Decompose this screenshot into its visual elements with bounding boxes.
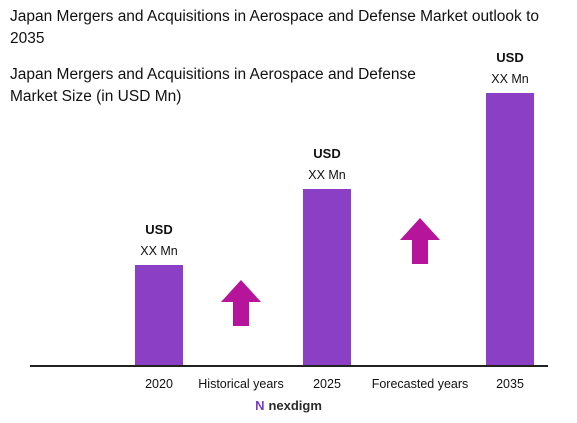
trend-up-arrow-icon [400, 218, 440, 264]
bar-2035 [486, 93, 534, 365]
nexdigm-logo-icon: N [255, 398, 265, 413]
bar-2020 [135, 265, 183, 365]
bar-label-unit-2025: USD [313, 146, 340, 161]
bar-2025 [303, 189, 351, 365]
bar-label-unit-2035: USD [496, 50, 523, 65]
x-tick-2020: 2020 [145, 377, 173, 391]
bar-label-unit-2020: USD [145, 222, 172, 237]
chart-subtitle: Japan Mergers and Acquisitions in Aerosp… [10, 66, 416, 105]
x-tick-2035: 2035 [496, 377, 524, 391]
brand-name: nexdigm [268, 398, 322, 413]
bar-label-value-2025: XX Mn [308, 168, 346, 182]
period-label-1: Historical years [198, 377, 283, 391]
period-label-2: Forecasted years [372, 377, 469, 391]
trend-up-arrow-icon [221, 280, 261, 326]
chart-title: Japan Mergers and Acquisitions in Aerosp… [10, 8, 540, 47]
x-tick-2025: 2025 [313, 377, 341, 391]
bar-label-value-2035: XX Mn [491, 72, 529, 86]
bar-label-value-2020: XX Mn [140, 244, 178, 258]
